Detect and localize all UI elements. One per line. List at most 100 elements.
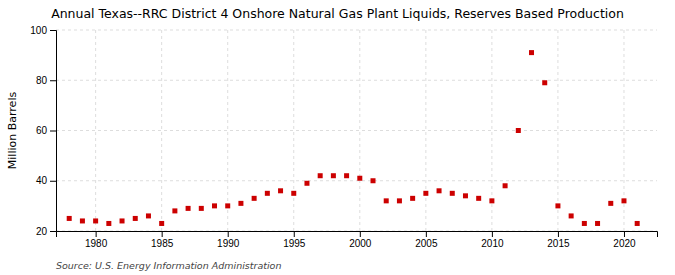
point — [635, 221, 640, 226]
point — [146, 213, 151, 218]
point — [344, 173, 349, 178]
grid-line-x — [425, 30, 426, 231]
y-tick-mark — [50, 30, 56, 31]
y-tick: 20 — [36, 226, 56, 237]
x-tick: 1995 — [283, 231, 306, 249]
point — [331, 173, 336, 178]
x-tick: 1990 — [217, 231, 240, 249]
y-tick-label: 20 — [36, 226, 48, 237]
y-tick-label: 100 — [30, 25, 47, 36]
point — [304, 181, 309, 186]
point — [437, 188, 442, 193]
point — [67, 216, 72, 221]
grid-line-x — [557, 30, 558, 231]
point — [80, 218, 85, 223]
x-tick: 1985 — [151, 231, 174, 249]
x-tick: 2010 — [481, 231, 504, 249]
x-tick-label: 1995 — [283, 238, 306, 249]
source: Source: U.S. Energy Information Administ… — [56, 260, 281, 271]
x-tick-mark — [624, 231, 625, 237]
point — [278, 188, 283, 193]
point — [503, 183, 508, 188]
x-tick: 2015 — [547, 231, 570, 249]
point — [608, 201, 613, 206]
x-tick-label: 2010 — [481, 238, 504, 249]
points — [67, 50, 640, 226]
point — [595, 221, 600, 226]
x-tick-mark — [492, 231, 493, 237]
y-axis: 20 40 60 80 100 — [30, 25, 56, 237]
point — [357, 176, 362, 181]
x-tick: 2020 — [613, 231, 636, 249]
x-tick: 2005 — [415, 231, 438, 249]
grid-line-y — [56, 80, 657, 81]
x-axis: 1980 1985 1990 1995 2000 2005 2010 2015 2020 — [57, 231, 658, 249]
point — [225, 203, 230, 208]
grid-line-y — [56, 130, 657, 131]
y-tick-mark — [50, 231, 56, 232]
y-tick: 40 — [36, 175, 56, 186]
point — [542, 80, 547, 85]
x-tick-mark — [96, 231, 97, 237]
point — [318, 173, 323, 178]
grid-line-x — [95, 30, 96, 231]
grid-line-x — [161, 30, 162, 231]
point — [489, 198, 494, 203]
point — [555, 203, 560, 208]
point — [476, 196, 481, 201]
point — [238, 201, 243, 206]
point — [133, 216, 138, 221]
y-tick-label: 60 — [36, 125, 48, 136]
y-tick-mark — [50, 131, 56, 132]
point — [212, 203, 217, 208]
x-tick-label: 2000 — [349, 238, 372, 249]
x-tick-label: 2005 — [415, 238, 438, 249]
x-tick-label: 2015 — [547, 238, 570, 249]
point — [463, 193, 468, 198]
point — [252, 196, 257, 201]
point — [159, 221, 164, 226]
grid-line-y — [56, 180, 657, 181]
point — [410, 196, 415, 201]
point — [569, 213, 574, 218]
grid — [56, 30, 657, 231]
point — [186, 206, 191, 211]
point — [371, 178, 376, 183]
x-tick: 2000 — [349, 231, 372, 249]
point — [582, 221, 587, 226]
title: Annual Texas--RRC District 4 Onshore Nat… — [51, 6, 624, 21]
y-tick-label: 80 — [36, 75, 48, 86]
y-tick: 100 — [30, 25, 56, 36]
point — [291, 191, 296, 196]
x-tick-label: 1980 — [85, 238, 108, 249]
grid-line-x — [227, 30, 228, 231]
point — [397, 198, 402, 203]
x-tick-label: 1985 — [151, 238, 174, 249]
point — [265, 191, 270, 196]
point — [450, 191, 455, 196]
y-tick-mark — [50, 80, 56, 81]
chart: 1980198519901995200020052010201520202040… — [0, 0, 675, 275]
x-tick-mark — [228, 231, 229, 237]
y-axis-title: Million Barrels — [6, 92, 19, 170]
x-tick-mark — [558, 231, 559, 237]
point — [621, 198, 626, 203]
grid-line-x — [293, 30, 294, 231]
x-tick-mark — [294, 231, 295, 237]
x-tick-mark — [360, 231, 361, 237]
point — [172, 208, 177, 213]
point — [384, 198, 389, 203]
x-tick-label: 1990 — [217, 238, 240, 249]
y-tick: 60 — [36, 125, 56, 136]
point — [199, 206, 204, 211]
grid-line-y — [56, 30, 657, 31]
x-axis-line — [57, 232, 658, 238]
point — [529, 50, 534, 55]
plot: 1980198519901995200020052010201520202040… — [30, 25, 657, 249]
grid-line-x — [359, 30, 360, 231]
y-tick-label: 40 — [36, 175, 48, 186]
point — [106, 221, 111, 226]
point — [93, 218, 98, 223]
x-tick: 1980 — [85, 231, 108, 249]
x-tick-mark — [426, 231, 427, 237]
